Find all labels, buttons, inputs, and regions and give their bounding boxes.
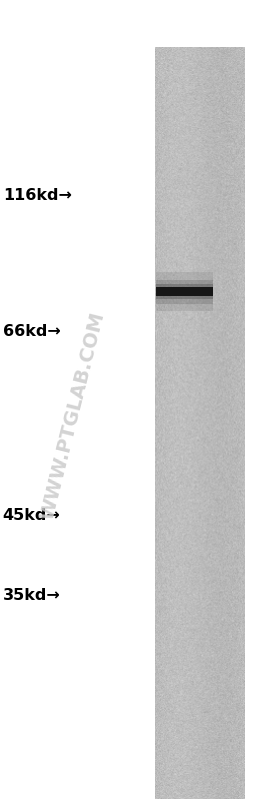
Text: 116kd→: 116kd→ xyxy=(3,189,72,203)
Text: WWW.PTGLAB.COM: WWW.PTGLAB.COM xyxy=(38,309,108,522)
Text: 66kd→: 66kd→ xyxy=(3,324,60,339)
Text: 45kd→: 45kd→ xyxy=(3,508,60,523)
Bar xyxy=(156,284,213,299)
Bar xyxy=(156,272,213,311)
Bar xyxy=(156,280,213,304)
Text: 35kd→: 35kd→ xyxy=(3,588,60,602)
Bar xyxy=(156,287,213,296)
